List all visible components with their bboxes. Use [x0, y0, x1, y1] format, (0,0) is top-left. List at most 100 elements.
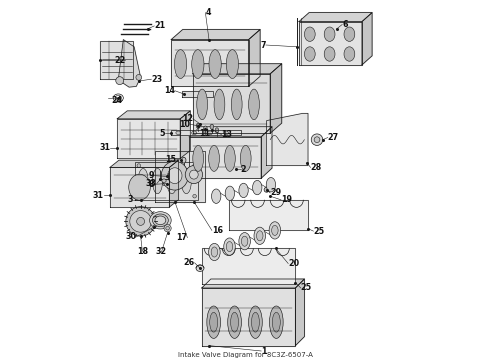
Ellipse shape — [211, 247, 218, 257]
Ellipse shape — [209, 50, 221, 78]
Ellipse shape — [272, 312, 280, 332]
Polygon shape — [170, 160, 178, 207]
Ellipse shape — [137, 217, 145, 225]
Ellipse shape — [304, 47, 315, 61]
Text: 28: 28 — [311, 163, 322, 172]
Ellipse shape — [215, 128, 219, 133]
Ellipse shape — [190, 170, 198, 179]
Polygon shape — [362, 13, 372, 65]
Ellipse shape — [324, 27, 335, 41]
Ellipse shape — [264, 187, 269, 192]
Ellipse shape — [196, 123, 200, 129]
Polygon shape — [118, 40, 141, 87]
Ellipse shape — [167, 168, 177, 194]
Polygon shape — [135, 162, 198, 200]
Text: 16: 16 — [212, 226, 223, 235]
Ellipse shape — [231, 89, 242, 120]
Polygon shape — [110, 167, 170, 207]
Ellipse shape — [162, 175, 166, 178]
Polygon shape — [193, 64, 282, 74]
Ellipse shape — [209, 145, 220, 171]
Ellipse shape — [192, 50, 204, 78]
Ellipse shape — [136, 75, 142, 80]
Text: 21: 21 — [154, 21, 166, 30]
Ellipse shape — [197, 89, 208, 120]
Ellipse shape — [269, 222, 281, 239]
Ellipse shape — [204, 126, 207, 131]
Text: 30: 30 — [125, 233, 136, 241]
Ellipse shape — [126, 207, 155, 236]
Ellipse shape — [248, 306, 262, 338]
Ellipse shape — [174, 50, 187, 78]
Text: 25: 25 — [314, 227, 324, 236]
Text: 4: 4 — [205, 8, 211, 17]
Ellipse shape — [162, 182, 166, 185]
Text: 11: 11 — [199, 129, 210, 138]
Ellipse shape — [304, 27, 315, 41]
Text: 12: 12 — [182, 114, 193, 123]
Text: 13: 13 — [221, 130, 233, 139]
Text: 5: 5 — [160, 129, 165, 138]
Ellipse shape — [224, 145, 235, 171]
Ellipse shape — [231, 312, 239, 332]
Ellipse shape — [226, 242, 233, 252]
Ellipse shape — [226, 50, 239, 78]
Ellipse shape — [149, 212, 171, 229]
Ellipse shape — [161, 161, 188, 190]
Ellipse shape — [152, 214, 169, 227]
Polygon shape — [182, 91, 213, 97]
Polygon shape — [117, 119, 180, 158]
Ellipse shape — [271, 225, 278, 235]
Ellipse shape — [181, 168, 192, 194]
Ellipse shape — [185, 166, 202, 184]
Ellipse shape — [168, 168, 182, 184]
Ellipse shape — [208, 131, 213, 135]
Ellipse shape — [164, 225, 171, 232]
Text: 1: 1 — [261, 346, 267, 356]
Ellipse shape — [254, 227, 266, 244]
Ellipse shape — [214, 89, 225, 120]
Ellipse shape — [182, 157, 186, 163]
Text: 17: 17 — [176, 233, 187, 242]
Ellipse shape — [242, 236, 248, 246]
Ellipse shape — [162, 179, 166, 183]
Ellipse shape — [209, 243, 220, 261]
Polygon shape — [110, 160, 178, 167]
Ellipse shape — [155, 216, 166, 225]
Ellipse shape — [129, 174, 150, 200]
Text: 32: 32 — [156, 248, 167, 256]
Text: 15: 15 — [166, 154, 176, 163]
Polygon shape — [261, 127, 272, 178]
Polygon shape — [117, 111, 190, 119]
Ellipse shape — [257, 231, 263, 241]
Ellipse shape — [239, 233, 250, 250]
Ellipse shape — [207, 306, 220, 338]
Polygon shape — [248, 30, 260, 86]
Ellipse shape — [239, 183, 248, 198]
Ellipse shape — [210, 312, 218, 332]
Text: 23: 23 — [151, 75, 163, 84]
Polygon shape — [100, 41, 133, 79]
Ellipse shape — [270, 306, 283, 338]
Text: 31: 31 — [93, 191, 104, 199]
Polygon shape — [189, 137, 261, 178]
Text: 10: 10 — [179, 120, 190, 129]
Polygon shape — [189, 127, 272, 137]
Text: 7: 7 — [260, 40, 266, 49]
Polygon shape — [171, 40, 248, 86]
Polygon shape — [229, 200, 308, 230]
Polygon shape — [267, 113, 308, 166]
Ellipse shape — [344, 47, 355, 61]
Ellipse shape — [182, 166, 186, 169]
Text: 18: 18 — [137, 247, 148, 256]
Ellipse shape — [212, 189, 221, 203]
Ellipse shape — [266, 177, 275, 192]
Polygon shape — [180, 111, 190, 158]
Ellipse shape — [252, 180, 262, 195]
Ellipse shape — [137, 164, 141, 167]
Text: 29: 29 — [270, 188, 281, 197]
Text: 26: 26 — [183, 258, 195, 267]
Ellipse shape — [251, 312, 259, 332]
Ellipse shape — [225, 186, 235, 201]
Text: 25: 25 — [301, 284, 312, 292]
